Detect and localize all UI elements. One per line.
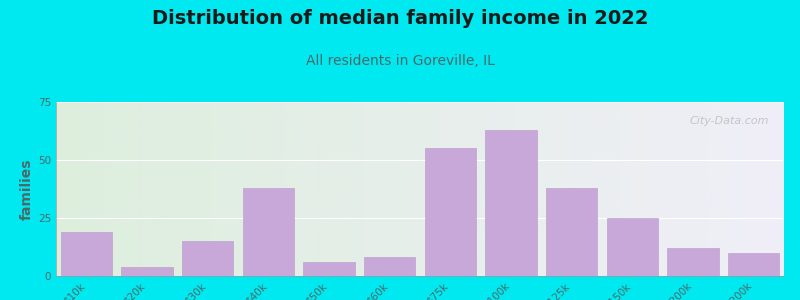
Text: All residents in Goreville, IL: All residents in Goreville, IL (306, 54, 494, 68)
Bar (122, 267, 173, 276)
Bar (303, 262, 354, 276)
Text: Distribution of median family income in 2022: Distribution of median family income in … (152, 9, 648, 28)
Bar (182, 241, 234, 276)
Bar (606, 218, 658, 276)
Bar (242, 188, 294, 276)
Bar (667, 248, 718, 276)
Bar (61, 232, 112, 276)
Y-axis label: families: families (20, 158, 34, 220)
Bar (364, 257, 415, 276)
Bar (546, 188, 598, 276)
Bar (425, 148, 476, 276)
Bar (486, 130, 537, 276)
Bar (728, 253, 779, 276)
Text: City-Data.com: City-Data.com (690, 116, 770, 126)
